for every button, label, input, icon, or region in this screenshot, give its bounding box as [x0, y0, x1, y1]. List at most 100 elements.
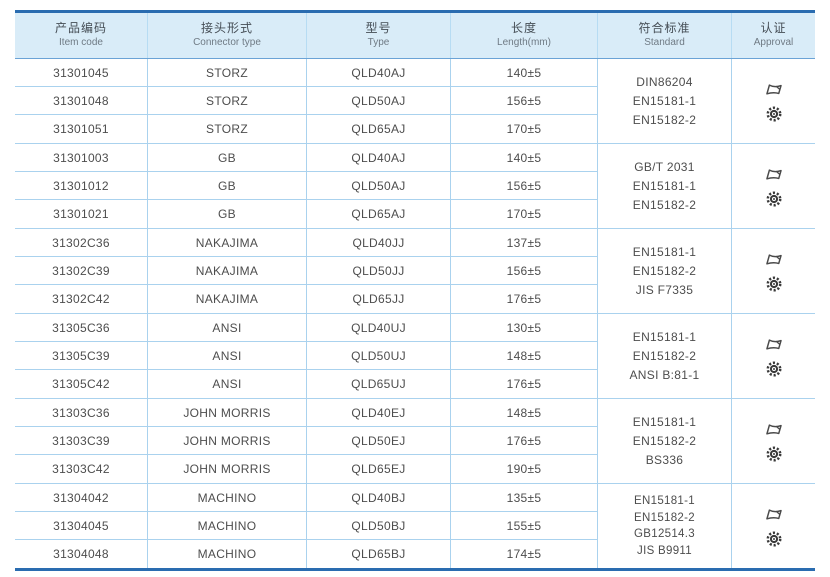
- type-cell: QLD65JJ: [307, 285, 451, 313]
- certificate-icon: [763, 166, 784, 182]
- length-cell: 176±5: [451, 285, 598, 313]
- item-code-cell: 31303C36: [15, 399, 148, 427]
- column-header-approval: 认证 Approval: [732, 13, 815, 58]
- column-header-zh: 接头形式: [200, 21, 253, 36]
- type-cell: QLD65EJ: [307, 455, 451, 483]
- item-code-cell: 31302C42: [15, 285, 148, 313]
- column-header-standard: 符合标准 Standard: [598, 13, 732, 58]
- column-header-en: Type: [367, 37, 390, 49]
- product-group: 31305C36 ANSI QLD40UJ 130±5 31305C39 ANSI QLD5…: [15, 314, 815, 399]
- seal-icon: [766, 106, 782, 122]
- connector-type-cell: STORZ: [148, 115, 307, 143]
- seal-icon: [766, 191, 782, 207]
- column-header-en: Approval: [753, 37, 794, 49]
- item-code-cell: 31305C42: [15, 370, 148, 398]
- item-code-cell: 31302C39: [15, 257, 148, 285]
- connector-type-cell: STORZ: [148, 59, 307, 87]
- type-cell: QLD65AJ: [307, 200, 451, 228]
- item-code-cell: 31303C39: [15, 427, 148, 455]
- item-code-cell: 31301045: [15, 59, 148, 87]
- type-cell: QLD50AJ: [307, 87, 451, 115]
- column-header-zh: 型号: [365, 21, 392, 36]
- standard-line: EN15181-1: [634, 495, 695, 507]
- column-header-item-code: 产品编码 Item code: [15, 13, 148, 58]
- product-group: 31301003 GB QLD40AJ 140±5 31301012 GB QLD50AJ 1…: [15, 144, 815, 229]
- column-header-en: Connector type: [193, 37, 261, 49]
- connector-type-cell: NAKAJIMA: [148, 257, 307, 285]
- connector-type-cell: NAKAJIMA: [148, 229, 307, 257]
- approval-cell: [732, 144, 815, 228]
- column-header-en: Length(mm): [497, 37, 551, 49]
- standard-line: EN15181-1: [632, 178, 697, 193]
- standard-line: GB/T 2031: [634, 159, 695, 174]
- certificate-icon: [763, 336, 784, 352]
- connector-type-cell: ANSI: [148, 370, 307, 398]
- connector-type-cell: NAKAJIMA: [148, 285, 307, 313]
- standard-line: EN15182-2: [634, 511, 695, 524]
- length-cell: 170±5: [451, 115, 598, 143]
- type-cell: QLD50BJ: [307, 512, 451, 540]
- standard-line: JIS F7335: [635, 282, 694, 297]
- length-cell: 148±5: [451, 399, 598, 427]
- connector-type-cell: ANSI: [148, 314, 307, 342]
- standard-line: GB12514.3: [634, 528, 695, 540]
- product-group: 31302C36 NAKAJIMA QLD40JJ 137±5 31302C39 NAKA…: [15, 229, 815, 314]
- type-cell: QLD65AJ: [307, 115, 451, 143]
- standard-line: EN15182-2: [632, 112, 697, 127]
- length-cell: 156±5: [451, 87, 598, 115]
- standards-cell: GB/T 2031 EN15181-1 EN15182-2: [598, 144, 732, 228]
- item-code-cell: 31304045: [15, 512, 148, 540]
- type-cell: QLD65BJ: [307, 540, 451, 568]
- connector-type-cell: JOHN MORRIS: [148, 455, 307, 483]
- length-cell: 135±5: [451, 484, 598, 512]
- type-cell: QLD40JJ: [307, 229, 451, 257]
- length-cell: 156±5: [451, 172, 598, 200]
- connector-type-cell: GB: [148, 144, 307, 172]
- column-header-zh: 产品编码: [54, 21, 107, 36]
- type-cell: QLD40AJ: [307, 144, 451, 172]
- type-cell: QLD50JJ: [307, 257, 451, 285]
- connector-type-cell: ANSI: [148, 342, 307, 370]
- length-cell: 148±5: [451, 342, 598, 370]
- connector-type-cell: MACHINO: [148, 512, 307, 540]
- item-code-cell: 31301051: [15, 115, 148, 143]
- standards-cell: EN15181-1 EN15182-2 GB12514.3 JIS B9911: [598, 484, 732, 568]
- product-spec-table: 产品编码 Item code 接头形式 Connector type 型号 Ty…: [15, 10, 815, 571]
- approval-cell: [732, 484, 815, 568]
- column-header-en: Item code: [59, 37, 103, 49]
- column-header-zh: 长度: [510, 21, 537, 36]
- standard-line: EN15181-1: [632, 93, 697, 108]
- approval-cell: [732, 399, 815, 483]
- item-code-cell: 31301003: [15, 144, 148, 172]
- type-cell: QLD40BJ: [307, 484, 451, 512]
- column-header-en: Standard: [644, 37, 685, 49]
- seal-icon: [766, 531, 782, 547]
- type-cell: QLD50EJ: [307, 427, 451, 455]
- standards-cell: EN15181-1 EN15182-2 BS336: [598, 399, 732, 483]
- connector-type-cell: GB: [148, 200, 307, 228]
- standard-line: BS336: [645, 452, 684, 467]
- approval-cell: [732, 314, 815, 398]
- certificate-icon: [763, 506, 784, 522]
- standards-cell: EN15181-1 EN15182-2 ANSI B:81-1: [598, 314, 732, 398]
- length-cell: 155±5: [451, 512, 598, 540]
- length-cell: 140±5: [451, 59, 598, 87]
- standard-line: EN15181-1: [632, 414, 697, 429]
- approval-cell: [732, 229, 815, 313]
- column-header-zh: 符合标准: [638, 21, 691, 36]
- connector-type-cell: JOHN MORRIS: [148, 427, 307, 455]
- standards-cell: EN15181-1 EN15182-2 JIS F7335: [598, 229, 732, 313]
- type-cell: QLD40AJ: [307, 59, 451, 87]
- length-cell: 140±5: [451, 144, 598, 172]
- product-group: 31301045 STORZ QLD40AJ 140±5 31301048 STORZ QL…: [15, 59, 815, 144]
- column-header-type: 型号 Type: [307, 13, 451, 58]
- standard-line: EN15182-2: [632, 348, 697, 363]
- column-header-length: 长度 Length(mm): [451, 13, 598, 58]
- length-cell: 156±5: [451, 257, 598, 285]
- item-code-cell: 31301021: [15, 200, 148, 228]
- seal-icon: [766, 276, 782, 292]
- seal-icon: [766, 361, 782, 377]
- standard-line: EN15182-2: [632, 197, 697, 212]
- connector-type-cell: GB: [148, 172, 307, 200]
